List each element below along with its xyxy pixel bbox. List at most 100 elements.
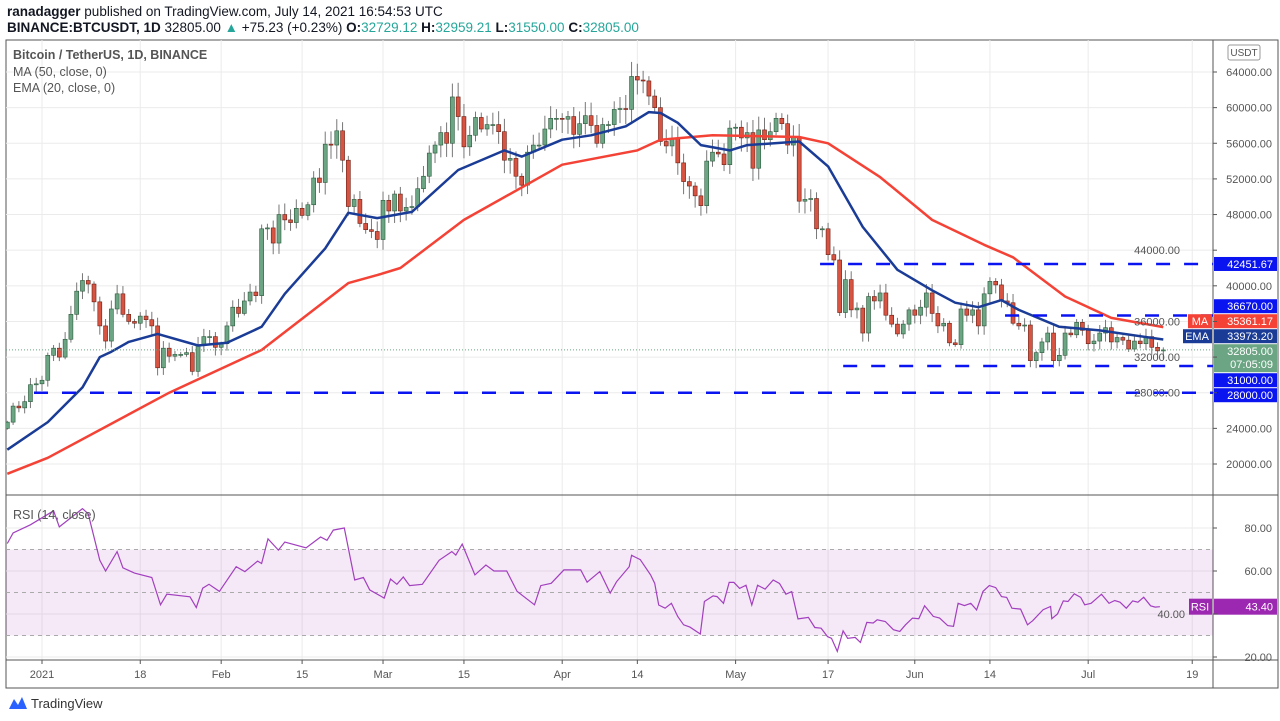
candle xyxy=(398,186,403,223)
currency-box[interactable] xyxy=(1227,44,1261,61)
candle-body-down xyxy=(571,116,577,135)
publish-info: ranadagger published on TradingView.com,… xyxy=(7,4,443,19)
candle-body-up xyxy=(294,208,299,223)
candle xyxy=(45,352,51,387)
rsi-axis-label: 60.00 xyxy=(1244,566,1272,578)
candle-body-up xyxy=(207,336,212,338)
candle xyxy=(346,155,351,216)
candle-body-down xyxy=(750,132,756,169)
candle-body-up xyxy=(74,290,79,315)
price-axis-label: 44000.00 xyxy=(1134,245,1180,257)
candle xyxy=(126,309,131,325)
tradingview-logo[interactable]: TradingView xyxy=(8,695,103,711)
candle-body-down xyxy=(692,185,698,197)
candle xyxy=(1022,318,1027,332)
ma-tag: MA xyxy=(1192,316,1209,328)
candle xyxy=(421,165,426,193)
candle-body-down xyxy=(496,124,501,132)
candle-body-up xyxy=(392,193,397,212)
candle-body-down xyxy=(559,118,565,120)
candle-body-down xyxy=(785,123,790,146)
candle-body-down xyxy=(860,307,866,334)
candle xyxy=(132,318,137,329)
candle xyxy=(403,197,409,221)
candle xyxy=(247,283,253,306)
candle-body-up xyxy=(334,130,340,146)
candle-body-up xyxy=(1062,332,1068,356)
candle xyxy=(872,290,877,310)
candle-body-down xyxy=(883,292,889,316)
candle-body-up xyxy=(617,108,623,110)
candle xyxy=(68,305,74,343)
legend-ma[interactable]: MA (50, close, 0) xyxy=(13,65,107,79)
candle xyxy=(646,76,652,106)
candle xyxy=(189,346,195,376)
candle-body-up xyxy=(773,118,779,132)
candle-body-up xyxy=(109,308,114,342)
time-axis-label: Jul xyxy=(1081,669,1095,681)
time-axis-label: Mar xyxy=(374,669,393,681)
candle-body-down xyxy=(97,301,103,327)
candle xyxy=(866,292,871,342)
candle-body-down xyxy=(270,227,276,244)
candle-body-up xyxy=(1045,332,1051,343)
candle xyxy=(51,344,56,362)
candle xyxy=(952,339,958,347)
time-axis-label: 15 xyxy=(458,669,470,681)
level-price-badge: 31000.00 xyxy=(1227,375,1273,387)
rsi-axis-label: 20.00 xyxy=(1244,652,1272,664)
rsi-line[interactable] xyxy=(6,507,1160,654)
candle-body-up xyxy=(1114,337,1120,343)
candle xyxy=(536,132,542,149)
candle xyxy=(860,304,866,342)
ma50-line[interactable] xyxy=(6,134,1164,475)
candle xyxy=(825,222,831,261)
time-axis-label: Jun xyxy=(906,669,924,681)
candle-body-up xyxy=(432,144,438,154)
candle-body-up xyxy=(473,117,478,136)
candle xyxy=(819,226,825,238)
tradingview-logo-icon xyxy=(9,697,27,709)
candle xyxy=(282,203,288,231)
candle-body-down xyxy=(814,198,819,230)
candle-body-down xyxy=(999,284,1004,302)
candle xyxy=(513,151,519,189)
candle-body-down xyxy=(588,115,594,126)
candle-body-up xyxy=(583,115,588,124)
candle-body-up xyxy=(28,384,33,402)
candle-body-up xyxy=(565,116,571,120)
candle xyxy=(1126,335,1131,352)
open-value: 32729.12 xyxy=(361,20,418,35)
candle-body-down xyxy=(57,347,62,358)
candle-body-up xyxy=(854,307,860,311)
legend-rsi[interactable]: RSI (14, close) xyxy=(13,508,96,522)
candle-body-up xyxy=(819,228,825,231)
level-price-badge-bg xyxy=(1214,373,1277,388)
symbol-label: BINANCE:BTCUSDT, 1D xyxy=(7,20,161,35)
open-label: O: xyxy=(346,20,362,35)
legend-ema[interactable]: EMA (20, close, 0) xyxy=(13,81,116,95)
candle-body-up xyxy=(1091,340,1097,345)
candle-body-down xyxy=(831,254,837,261)
price-axis-label: 40000.00 xyxy=(1226,281,1272,293)
candle-body-down xyxy=(126,314,131,322)
candle-body-down xyxy=(872,296,877,302)
candle-body-down xyxy=(964,308,970,316)
candle xyxy=(1120,335,1126,346)
candle xyxy=(120,286,126,318)
candle-body-down xyxy=(374,231,380,240)
close-value: 32805.00 xyxy=(582,20,639,35)
ma-tag-bg xyxy=(1188,314,1212,329)
publisher-name[interactable]: ranadagger xyxy=(7,4,81,19)
candle-body-up xyxy=(421,175,426,190)
ema20-line[interactable] xyxy=(6,110,1164,451)
candle xyxy=(941,318,946,332)
candle xyxy=(16,401,22,413)
candle-body-down xyxy=(929,292,935,314)
candle xyxy=(958,302,964,349)
rsi-axis-label: 80.00 xyxy=(1244,523,1272,535)
candle-body-up xyxy=(877,292,883,302)
candle-body-down xyxy=(848,279,854,311)
candle xyxy=(854,302,860,319)
